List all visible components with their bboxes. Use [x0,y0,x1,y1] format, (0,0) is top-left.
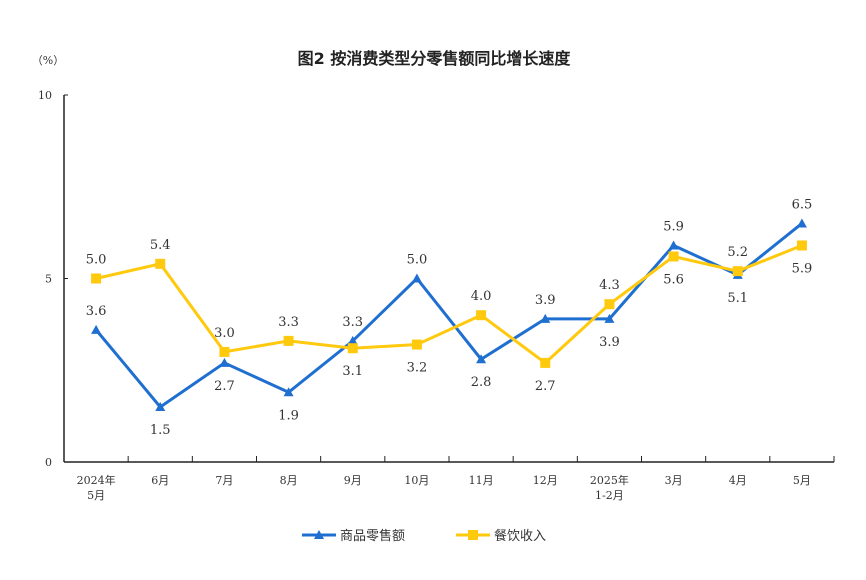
data-label: 3.6 [86,304,107,319]
legend-marker [468,530,478,540]
legend-label: 餐饮收入 [494,528,546,544]
data-point [155,401,166,411]
data-label: 5.6 [663,272,684,287]
y-axis-unit: （%） [32,54,64,67]
data-point [91,324,102,334]
y-tick-label: 5 [45,273,52,286]
data-label: 5.2 [727,245,748,260]
data-point [604,299,615,310]
data-label: 3.3 [278,315,299,330]
data-point [91,273,102,284]
data-point [540,357,551,368]
data-label: 4.0 [471,289,492,304]
x-tick-label: 11月 [469,474,494,487]
series-line [95,244,803,365]
legend-marker [314,530,324,539]
data-point [347,335,358,345]
legend-item: 餐饮收入 [456,528,546,544]
x-tick-label: 3月 [665,474,683,487]
data-label: 2.8 [471,375,492,390]
data-label: 5.9 [663,219,684,234]
data-label: 3.9 [535,293,556,308]
x-tick-label: 9月 [344,474,362,487]
legend-item: 商品零售额 [302,528,405,544]
data-label: 2.7 [214,379,235,394]
data-point [411,273,422,283]
data-label: 5.0 [407,253,428,268]
data-label: 1.9 [278,408,299,423]
x-tick-label: 12月 [533,474,558,487]
data-label: 5.1 [727,291,748,306]
series-2: 5.0 5.4 3.0 3.3 3.1 3.2 4.0 2.7 4.3 5.6 5.2 5.9 [86,238,813,394]
data-point [668,240,679,250]
data-point [283,335,294,346]
data-label: 5.0 [86,253,107,268]
data-point [668,251,679,262]
data-label: 5.9 [792,261,813,276]
legend-label: 商品零售额 [340,528,405,544]
data-label: 3.9 [599,335,620,350]
data-label: 6.5 [792,197,813,212]
data-point [476,354,487,364]
data-point [540,313,551,323]
x-tick-label: 2024年 [77,473,116,487]
x-tick-label: 2025年 [590,473,629,487]
chart-title: 图2 按消费类型分零售额同比增长速度 [298,49,572,68]
data-point [219,346,230,357]
data-label: 2.7 [535,379,556,394]
data-point [347,343,358,354]
data-point [796,218,807,228]
series-1: 3.6 1.5 2.7 1.9 3.3 5.0 2.8 3.9 3.9 5.9 5.1 6.5 [86,197,813,438]
data-point [219,357,230,367]
data-point [155,258,166,269]
data-point [732,266,743,277]
data-point [796,240,807,251]
data-point [604,313,615,323]
data-label: 3.2 [407,361,428,376]
data-label: 5.4 [150,238,171,253]
data-label: 1.5 [150,423,171,438]
x-tick-label: 4月 [729,474,747,487]
data-point [476,310,487,321]
data-point [283,387,294,397]
x-tick-label: 10月 [404,474,429,487]
x-tick-label: 7月 [215,474,233,487]
data-label: 3.1 [342,364,363,379]
data-point [411,339,422,350]
data-label: 4.3 [599,278,620,293]
data-label: 3.3 [342,315,363,330]
y-tick-label: 0 [45,456,52,469]
x-tick-label: 8月 [280,474,298,487]
x-tick-label: 5月 [87,489,105,502]
data-label: 3.0 [214,326,235,341]
x-tick-label: 5月 [793,474,811,487]
series-line [94,222,803,409]
x-tick-label: 6月 [151,474,169,487]
y-tick-label: 10 [38,89,52,102]
x-tick-label: 1-2月 [595,489,624,502]
